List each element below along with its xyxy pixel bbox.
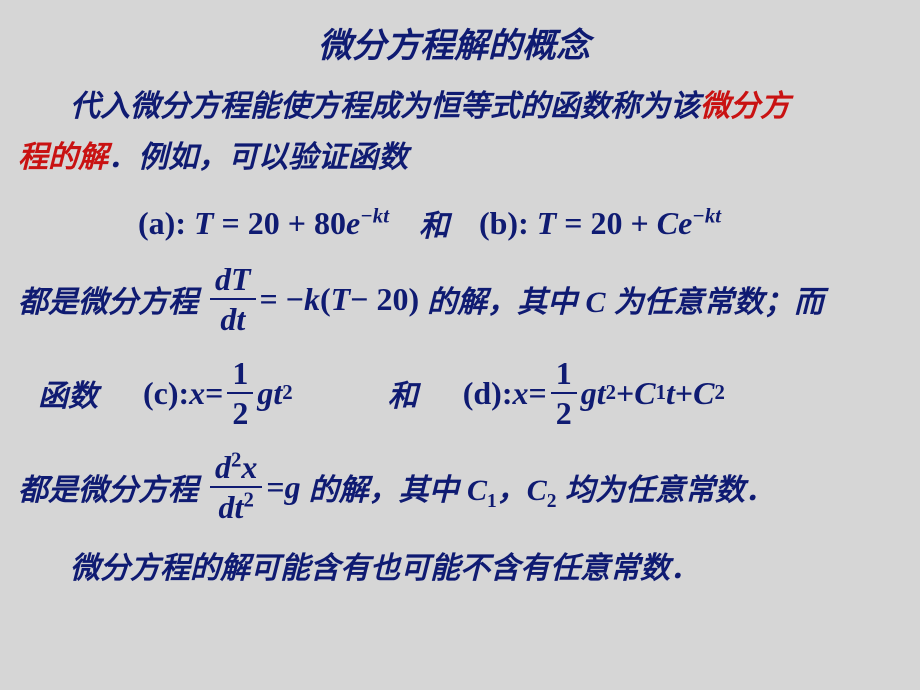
p4b-g: g — [285, 469, 301, 506]
eq-a-exp: −kt — [360, 204, 389, 227]
para-5: 微分方程的解可能含有也可能不含有任意常数． — [70, 543, 890, 594]
para-1-line-2: 程的解．例如，可以验证函数 — [18, 132, 890, 183]
p1d: ．例如，可以验证函数 — [108, 141, 408, 174]
frac3-den: 2 — [551, 394, 577, 429]
p4s2: 2 — [547, 491, 557, 512]
eq-and-2: 和 — [388, 371, 418, 415]
p4comma: ， — [497, 474, 527, 507]
eq-and-1: 和 — [419, 201, 449, 245]
equation-d: (d): x = 1 2 gt2 + C1t + C2 — [463, 357, 725, 429]
p1b-red: 微分方 — [700, 90, 790, 123]
p4C2: C — [527, 474, 547, 507]
eq-d-p2: + — [675, 375, 693, 412]
f4na: d — [215, 449, 231, 485]
para-4: 都是微分方程 d2x dt2 = g 的解，其中 C1，C2 均为任意常数． — [18, 451, 890, 523]
eq-c-x: x — [189, 375, 205, 412]
p2c: 的解，其中 C 为任意常数；而 — [427, 277, 824, 321]
p3a: 函数 — [38, 371, 98, 415]
p4c: 的解，其中 — [309, 474, 467, 507]
frac3-num: 1 — [551, 357, 577, 394]
eq-d-p1: + — [616, 375, 634, 412]
eq-b-c1: 20 + — [591, 205, 657, 241]
p4a: 都是微分方程 — [18, 465, 198, 509]
p1a: 代入微分方程能使方程成为恒等式的函数称为该 — [70, 90, 700, 123]
eq-c-label: (c): — [143, 375, 189, 412]
equation-b: (b): T = 20 + Ce−kt — [479, 205, 721, 242]
frac-half-1: 1 2 — [227, 357, 253, 429]
eq-a-c1: 20 + 80 — [248, 205, 346, 241]
eq-b-ce: Ce — [657, 205, 693, 241]
para-2: 都是微分方程 dT dt = −k(T − 20) 的解，其中 C 为任意常数；… — [18, 263, 890, 335]
f4ns: 2 — [231, 448, 241, 471]
page-title: 微分方程解的概念 — [18, 18, 890, 67]
p2b-T: T — [331, 281, 351, 318]
p4d: 均为任意常数． — [557, 474, 775, 507]
eq-d-t: t — [666, 375, 675, 412]
eq-d-x: x — [512, 375, 528, 412]
eq-d-eq: = — [528, 375, 546, 412]
p2a: 都是微分方程 — [18, 277, 198, 321]
eq-a-eq: = — [214, 205, 248, 241]
f4ds: 2 — [243, 488, 253, 511]
frac-half-2: 1 2 — [551, 357, 577, 429]
p2c-C: C — [585, 286, 605, 319]
frac-d2x: d2x dt2 — [210, 451, 262, 523]
eq-a-label: (a): — [138, 205, 194, 241]
eq-b-exp: −kt — [692, 204, 721, 227]
p2b-eq: = − — [260, 281, 304, 318]
p4s1: 1 — [487, 491, 497, 512]
p4-tail: 的解，其中 C1，C2 均为任意常数． — [309, 465, 775, 509]
frac4-num: d2x — [210, 451, 262, 488]
para-1-line-1: 代入微分方程能使方程成为恒等式的函数称为该微分方 — [70, 81, 890, 132]
eq-ode-1: dT dt = −k(T − 20) — [206, 263, 419, 335]
frac2-den: 2 — [227, 394, 253, 429]
frac-dTdt: dT dt — [210, 263, 256, 335]
p4b-eq: = — [266, 469, 284, 506]
frac4-den: dt2 — [214, 488, 259, 523]
equation-c: (c): x = 1 2 gt2 — [143, 357, 293, 429]
eq-a-e: e — [346, 205, 360, 241]
eq-b-label: (b): — [479, 205, 537, 241]
eq-d-label: (d): — [463, 375, 513, 412]
eq-ode-2: d2x dt2 = g — [206, 451, 301, 523]
p4C1: C — [467, 474, 487, 507]
p2c2: 为任意常数；而 — [605, 286, 823, 319]
eq-c-gt: gt — [257, 375, 282, 412]
eq-a-lhs: T — [194, 205, 214, 241]
eq-c-eq: = — [205, 375, 223, 412]
f4nb: x — [241, 449, 257, 485]
equation-a: (a): T = 20 + 80e−kt — [138, 205, 389, 242]
equation-row-cd: 函数 (c): x = 1 2 gt2 和 (d): x = 1 2 gt2 +… — [38, 357, 890, 429]
eq-b-eq: = — [556, 205, 590, 241]
frac1-den: dt — [215, 300, 250, 335]
frac2-num: 1 — [227, 357, 253, 394]
frac1-num: dT — [210, 263, 256, 300]
eq-d-C1: C — [634, 375, 655, 412]
p2c-text: 的解，其中 — [427, 286, 585, 319]
f4da: dt — [219, 489, 244, 525]
equation-row-ab: (a): T = 20 + 80e−kt 和 (b): T = 20 + Ce−… — [138, 201, 890, 245]
p1c-red: 程的解 — [18, 141, 108, 174]
p2b-rest: − 20) — [350, 281, 419, 318]
eq-d-C2: C — [693, 375, 714, 412]
eq-d-gt: gt — [581, 375, 606, 412]
p2b-k: k — [304, 281, 320, 318]
p2b-lp: ( — [320, 281, 331, 318]
eq-b-lhs: T — [537, 205, 557, 241]
